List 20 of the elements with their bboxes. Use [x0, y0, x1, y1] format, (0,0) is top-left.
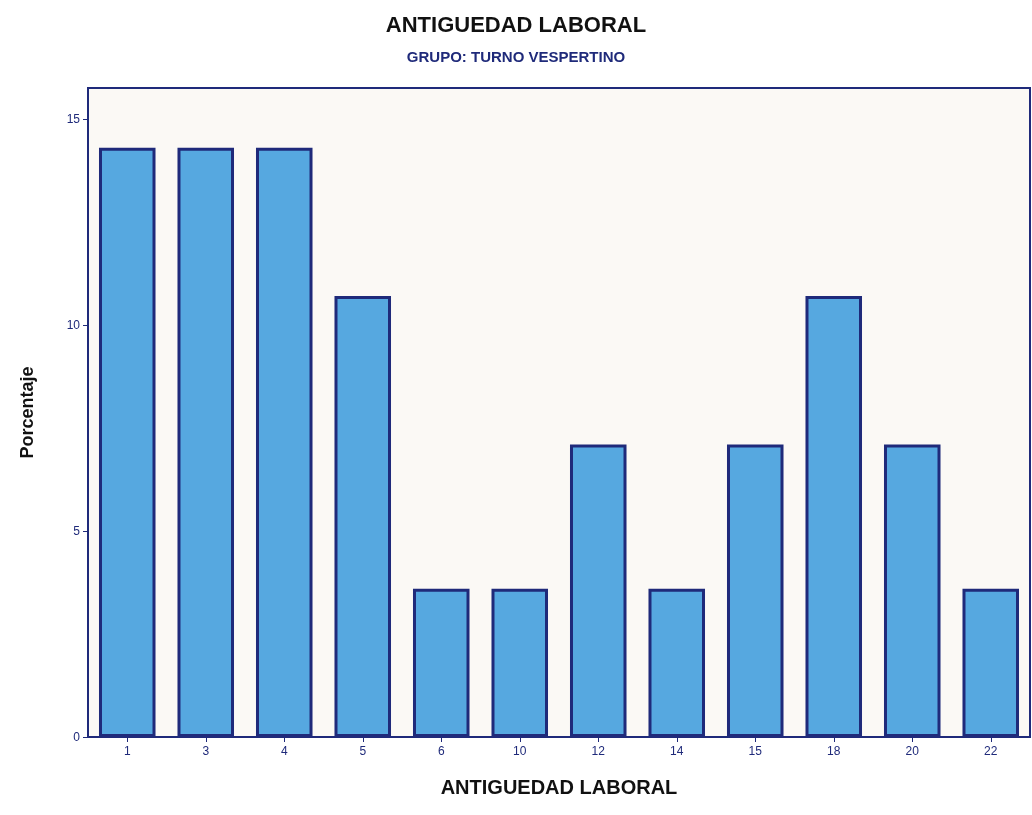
chart-title: ANTIGUEDAD LABORAL — [385, 11, 647, 37]
x-tick-label: 15 — [748, 744, 763, 758]
chart-subtitle: GRUPO: TURNO VESPERTINO — [406, 48, 626, 65]
x-tick-label: 6 — [437, 744, 445, 758]
x-tick-label: 18 — [827, 744, 841, 758]
x-tick-label: 20 — [905, 744, 920, 758]
x-tick-label: 1 — [123, 744, 131, 758]
x-axis-title: ANTIGUEDAD LABORAL — [440, 776, 678, 798]
x-tick-label: 3 — [202, 744, 210, 758]
y-tick-label: 15 — [66, 111, 81, 126]
x-tick-label: 5 — [359, 744, 367, 758]
y-tick-label: 5 — [73, 523, 81, 538]
x-tick-label: 10 — [513, 744, 527, 758]
x-tick-label: 14 — [670, 744, 684, 758]
x-tick-label: 12 — [591, 744, 606, 758]
y-axis-title: Porcentaje — [17, 366, 37, 459]
y-tick-label: 10 — [66, 317, 81, 332]
x-tick-label: 4 — [280, 744, 288, 758]
y-tick-label: 0 — [73, 730, 81, 744]
x-tick-label: 22 — [984, 744, 998, 758]
